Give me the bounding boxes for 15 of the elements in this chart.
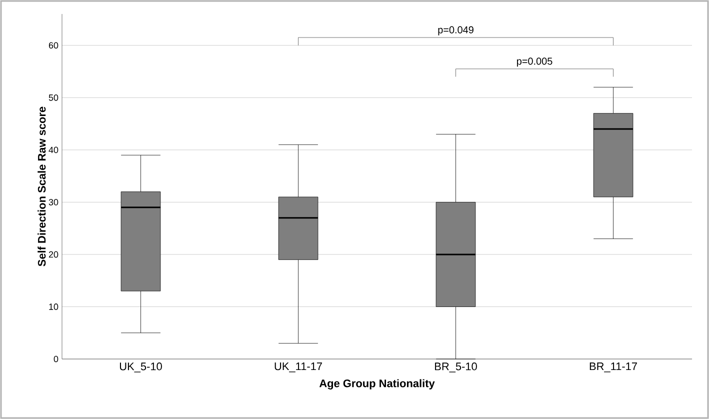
x-tick-label: UK_5-10 <box>120 362 162 372</box>
x-axis-title: Age Group Nationality <box>319 379 435 390</box>
y-tick-label: 0 <box>54 356 58 362</box>
y-tick-label: 50 <box>48 94 58 101</box>
annotation: p=0.005 <box>517 58 552 67</box>
y-tick-label: 30 <box>48 199 58 206</box>
y-tick-label: 40 <box>48 146 58 154</box>
y-tick-label: 60 <box>48 42 58 49</box>
y-axis-title: Self Direction Scale Raw score <box>38 106 46 266</box>
x-tick-label: BR_11-17 <box>590 362 637 372</box>
y-tick-label: 10 <box>49 304 58 310</box>
annotation: p=0.049 <box>438 26 474 36</box>
y-tick-label: 20 <box>48 251 58 258</box>
x-tick-label: BR_5-10 <box>435 362 477 372</box>
x-tick-label: UK_11-17 <box>274 362 322 372</box>
